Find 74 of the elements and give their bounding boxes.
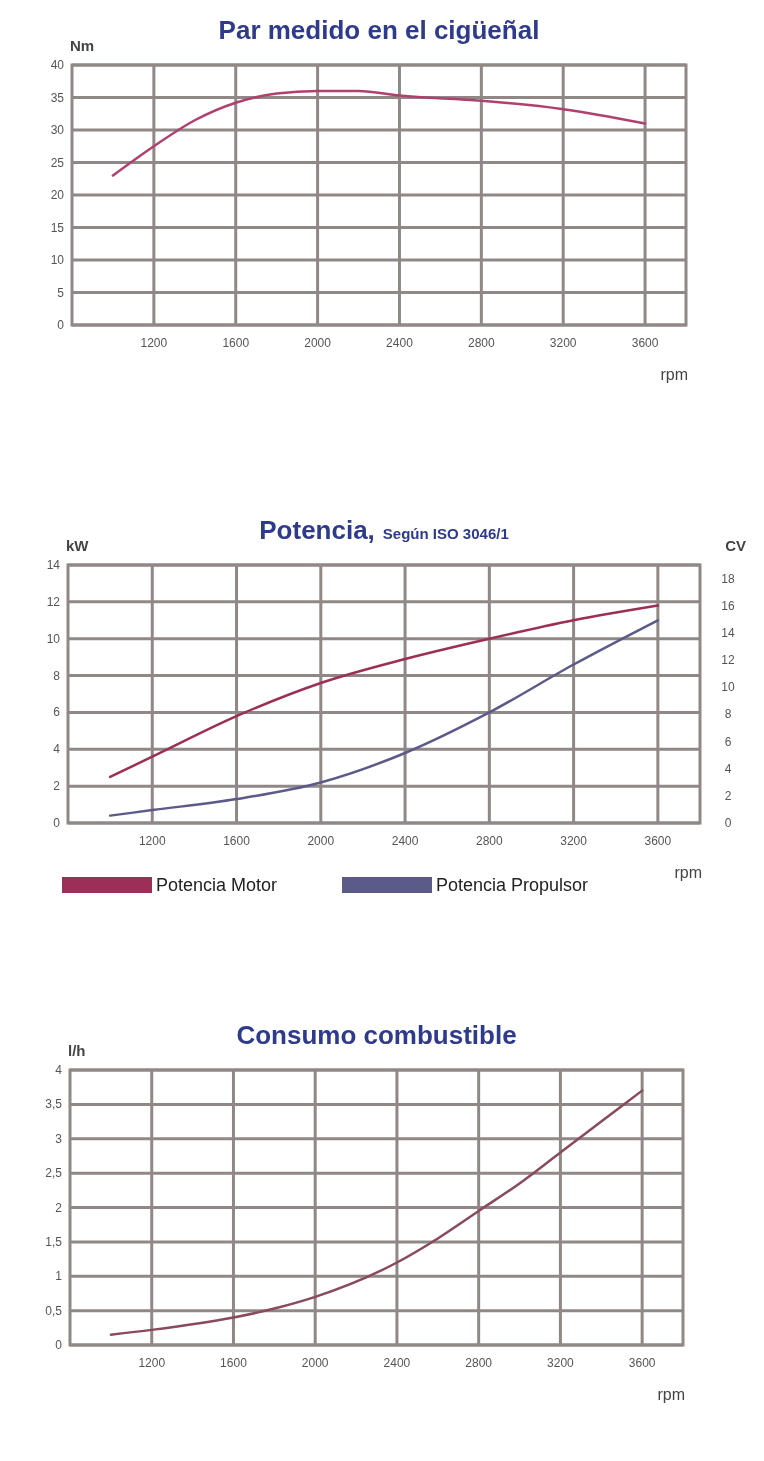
y-axis-title: kW xyxy=(66,537,90,554)
y-tick-label: 5 xyxy=(57,285,65,300)
y-tick-label: 4 xyxy=(55,1063,63,1077)
y2-tick-label: 0 xyxy=(724,816,732,830)
line-series xyxy=(108,604,660,779)
x-tick-label: 1200 xyxy=(140,336,168,350)
x-tick-label: 3200 xyxy=(549,336,577,350)
chart-subtitle: Según ISO 3046/1 xyxy=(382,525,509,542)
y2-tick-label: 4 xyxy=(724,761,732,776)
y-tick-label: 40 xyxy=(50,58,65,72)
y-tick-label: 0,5 xyxy=(45,1303,63,1318)
x-axis-title: rpm xyxy=(660,366,688,383)
chart-title: Consumo combustible xyxy=(236,1020,517,1050)
y2-tick-label: 2 xyxy=(724,788,732,803)
y-tick-label: 2 xyxy=(53,779,61,794)
x-tick-label: 2800 xyxy=(467,336,495,350)
chart-title: Par medido en el cigüeñal xyxy=(218,15,540,45)
y-axis-title: l/h xyxy=(68,1042,86,1059)
y-tick-label: 1,5 xyxy=(45,1234,63,1249)
line-series xyxy=(111,89,647,177)
y-tick-label: 2,5 xyxy=(45,1166,63,1181)
chart-title: Potencia, xyxy=(259,515,375,545)
x-tick-label: 2000 xyxy=(301,1356,329,1370)
x-tick-label: 2000 xyxy=(304,336,332,350)
x-tick-label: 3200 xyxy=(547,1356,575,1370)
y2-tick-label: 16 xyxy=(721,598,735,613)
y-tick-label: 35 xyxy=(50,90,65,105)
y2-tick-label: 14 xyxy=(721,625,735,640)
x-axis-title: rpm xyxy=(657,1386,685,1403)
y-tick-label: 2 xyxy=(55,1200,63,1215)
y-tick-label: 20 xyxy=(50,188,65,202)
x-tick-label: 1200 xyxy=(138,834,166,848)
y-tick-label: 6 xyxy=(53,705,61,720)
y-tick-label: 10 xyxy=(50,253,65,267)
x-tick-label: 1600 xyxy=(220,1356,248,1370)
legend-label: Potencia Motor xyxy=(156,875,278,895)
y-tick-label: 14 xyxy=(46,558,61,572)
x-tick-label: 3200 xyxy=(560,834,588,848)
y-tick-label: 25 xyxy=(50,155,65,170)
line-series xyxy=(108,619,660,817)
line-series xyxy=(109,1089,644,1336)
x-tick-label: 3600 xyxy=(644,834,672,848)
x-tick-label: 1600 xyxy=(222,336,250,350)
y2-axis-title: CV xyxy=(725,537,746,554)
x-tick-label: 2800 xyxy=(465,1356,493,1370)
y-tick-label: 0 xyxy=(55,1338,63,1352)
x-tick-label: 2000 xyxy=(307,834,335,848)
y-tick-label: 0 xyxy=(53,816,61,830)
x-tick-label: 1600 xyxy=(223,834,251,848)
y2-tick-label: 8 xyxy=(724,707,732,722)
x-tick-label: 3600 xyxy=(631,336,659,350)
legend-label: Potencia Propulsor xyxy=(436,875,589,895)
x-axis-title: rpm xyxy=(674,864,702,881)
y-tick-label: 8 xyxy=(53,668,61,683)
x-tick-label: 2400 xyxy=(383,1356,411,1370)
y-tick-label: 3 xyxy=(55,1131,63,1146)
y2-tick-label: 6 xyxy=(724,734,732,749)
x-tick-label: 3600 xyxy=(628,1356,656,1370)
x-tick-label: 2400 xyxy=(391,834,419,848)
x-tick-label: 2800 xyxy=(475,834,503,848)
y-tick-label: 4 xyxy=(53,742,61,757)
y-tick-label: 3,5 xyxy=(45,1097,63,1112)
y-tick-label: 12 xyxy=(46,594,61,609)
y-tick-label: 10 xyxy=(46,631,61,646)
y2-tick-label: 18 xyxy=(721,571,735,586)
y2-tick-label: 10 xyxy=(721,680,735,695)
x-tick-label: 1200 xyxy=(138,1356,166,1370)
y-tick-label: 1 xyxy=(55,1269,63,1284)
y-tick-label: 0 xyxy=(57,318,65,332)
y-tick-label: 15 xyxy=(50,220,65,235)
x-tick-label: 2400 xyxy=(386,336,414,350)
y-tick-label: 30 xyxy=(50,123,65,137)
y-axis-title: Nm xyxy=(70,37,95,54)
y2-tick-label: 12 xyxy=(721,653,735,668)
